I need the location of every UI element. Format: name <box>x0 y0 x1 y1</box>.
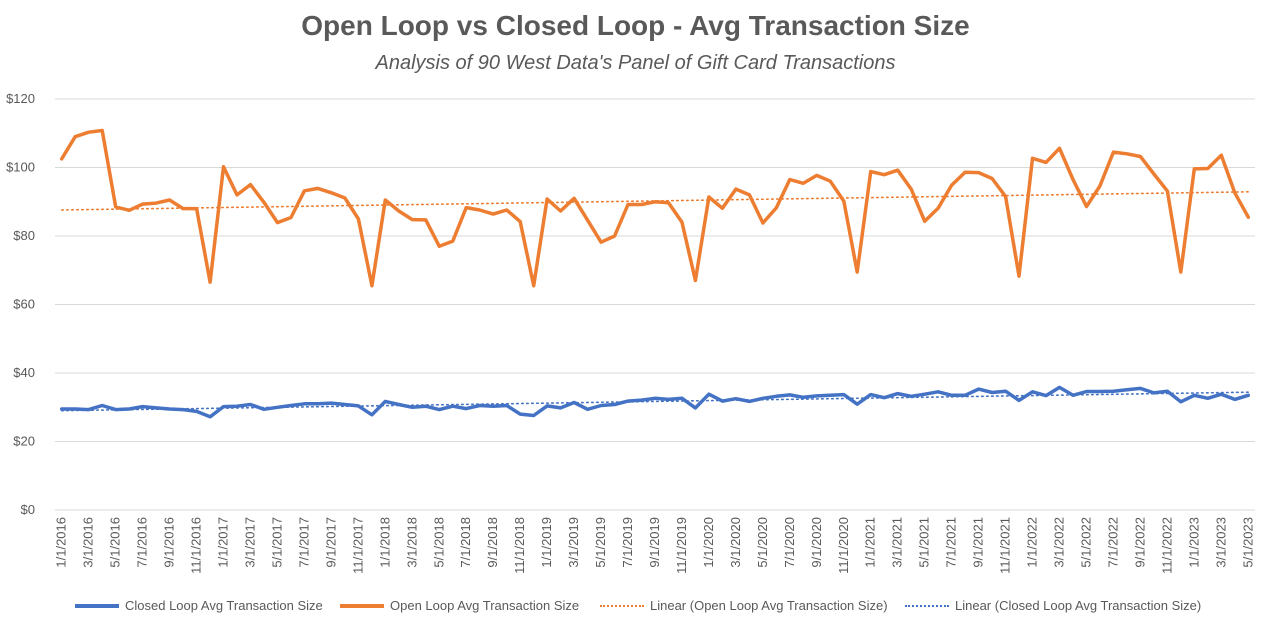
x-tick-label: 11/1/2022 <box>1159 517 1174 574</box>
series-lines <box>59 128 1251 419</box>
legend-item-closed-loop: Closed Loop Avg Transaction Size <box>75 598 323 613</box>
x-tick-label: 3/1/2018 <box>404 517 419 568</box>
chart-title: Open Loop vs Closed Loop - Avg Transacti… <box>301 10 970 41</box>
x-tick-label: 1/1/2023 <box>1186 517 1201 568</box>
x-tick-label: 9/1/2016 <box>162 517 177 568</box>
x-tick-label: 3/1/2016 <box>81 517 96 568</box>
x-tick-label: 7/1/2022 <box>1105 517 1120 568</box>
x-tick-label: 11/1/2017 <box>350 517 365 574</box>
x-tick-label: 1/1/2020 <box>701 517 716 568</box>
legend-item-linear-open-loop: Linear (Open Loop Avg Transaction Size) <box>600 598 888 613</box>
legend-item-linear-closed-loop: Linear (Closed Loop Avg Transaction Size… <box>905 598 1201 613</box>
x-tick-label: 7/1/2017 <box>296 517 311 568</box>
x-tick-label: 11/1/2019 <box>674 517 689 574</box>
x-tick-label: 3/1/2023 <box>1213 517 1228 568</box>
legend-swatch-open-loop <box>340 603 384 608</box>
x-tick-label: 3/1/2022 <box>1051 517 1066 568</box>
x-tick-label: 3/1/2021 <box>890 517 905 568</box>
y-tick-label: $40 <box>13 365 35 380</box>
y-tick-label: $100 <box>6 160 35 175</box>
x-tick-label: 7/1/2021 <box>944 517 959 568</box>
x-tick-label: 9/1/2018 <box>485 517 500 568</box>
y-tick-label: $60 <box>13 297 35 312</box>
x-tick-label: 7/1/2019 <box>620 517 635 568</box>
x-tick-label: 1/1/2021 <box>863 517 878 568</box>
x-tick-label: 9/1/2022 <box>1132 517 1147 568</box>
x-tick-label: 7/1/2020 <box>782 517 797 568</box>
x-tick-label: 1/1/2016 <box>54 517 69 568</box>
x-tick-label: 5/1/2021 <box>917 517 932 568</box>
legend-label-closed-loop: Closed Loop Avg Transaction Size <box>125 598 323 613</box>
x-tick-label: 1/1/2017 <box>216 517 231 568</box>
x-tick-label: 9/1/2017 <box>323 517 338 568</box>
x-tick-label: 3/1/2020 <box>728 517 743 568</box>
x-tick-label: 1/1/2019 <box>539 517 554 568</box>
x-tick-label: 9/1/2021 <box>971 517 986 568</box>
x-tick-label: 3/1/2019 <box>566 517 581 568</box>
x-tick-label: 9/1/2019 <box>647 517 662 568</box>
x-tick-label: 5/1/2019 <box>593 517 608 568</box>
y-tick-label: $20 <box>13 434 35 449</box>
y-tick-label: $120 <box>6 91 35 106</box>
legend-label-linear-open-loop: Linear (Open Loop Avg Transaction Size) <box>650 598 888 613</box>
x-tick-label: 7/1/2018 <box>458 517 473 568</box>
x-tick-label: 5/1/2016 <box>108 517 123 568</box>
x-tick-label: 11/1/2018 <box>512 517 527 574</box>
x-tick-label: 7/1/2016 <box>135 517 150 568</box>
x-tick-label: 5/1/2022 <box>1078 517 1093 568</box>
legend-label-open-loop: Open Loop Avg Transaction Size <box>390 598 580 613</box>
x-tick-label: 1/1/2018 <box>377 517 392 568</box>
x-tick-label: 5/1/2023 <box>1240 517 1255 568</box>
series-line-open-loop <box>59 128 1251 288</box>
series-line-closed-loop <box>59 385 1251 419</box>
legend: Closed Loop Avg Transaction Size Open Lo… <box>0 598 1271 620</box>
legend-swatch-linear-closed-loop <box>905 604 949 607</box>
legend-item-open-loop: Open Loop Avg Transaction Size <box>340 598 579 613</box>
x-tick-label: 5/1/2017 <box>269 517 284 568</box>
x-tick-label: 9/1/2020 <box>809 517 824 568</box>
x-tick-label: 11/1/2021 <box>998 517 1013 574</box>
legend-swatch-linear-open-loop <box>600 604 644 607</box>
x-tick-label: 1/1/2022 <box>1025 517 1040 568</box>
legend-label-linear-closed-loop: Linear (Closed Loop Avg Transaction Size… <box>955 598 1202 613</box>
legend-swatch-closed-loop <box>75 603 119 608</box>
x-tick-label: 11/1/2016 <box>189 517 204 574</box>
x-axis-tick-labels: 1/1/2016 3/1/2016 5/1/2016 7/1/2016 9/1/2016… <box>54 517 1256 574</box>
y-tick-label: $0 <box>21 502 35 517</box>
x-tick-label: 5/1/2018 <box>431 517 446 568</box>
x-tick-label: 5/1/2020 <box>755 517 770 568</box>
y-tick-label: $80 <box>13 228 35 243</box>
chart-subtitle: Analysis of 90 West Data's Panel of Gift… <box>375 52 896 74</box>
x-tick-label: 11/1/2020 <box>836 517 851 574</box>
y-axis-tick-labels: $0 $20 $40 $60 $80 $100 $120 <box>6 91 35 517</box>
gridlines <box>55 98 1255 511</box>
x-tick-label: 3/1/2017 <box>243 517 258 568</box>
